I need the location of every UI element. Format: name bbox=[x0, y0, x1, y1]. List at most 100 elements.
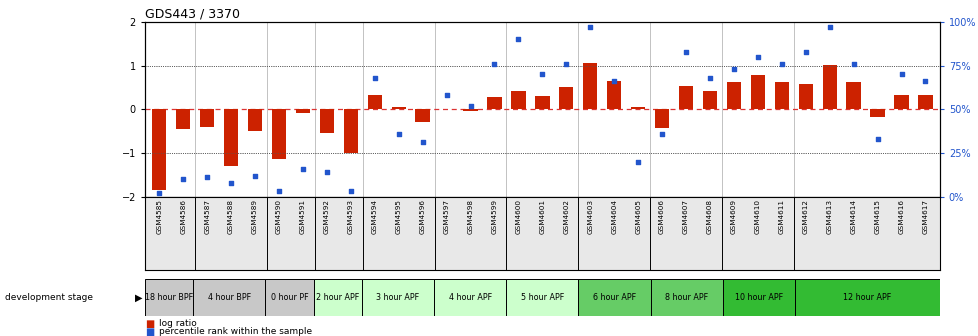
Point bbox=[319, 169, 334, 175]
Point bbox=[653, 131, 669, 136]
Text: 18 hour BPF: 18 hour BPF bbox=[145, 293, 193, 302]
Text: GDS443 / 3370: GDS443 / 3370 bbox=[145, 8, 240, 21]
Text: GSM4605: GSM4605 bbox=[635, 199, 641, 234]
Bar bbox=[433, 279, 506, 316]
Point bbox=[630, 159, 645, 164]
Text: GSM4611: GSM4611 bbox=[778, 199, 784, 234]
Text: GSM4589: GSM4589 bbox=[251, 199, 258, 234]
Text: GSM4590: GSM4590 bbox=[276, 199, 282, 234]
Text: GSM4607: GSM4607 bbox=[683, 199, 689, 234]
Bar bbox=[846, 82, 860, 109]
Text: GSM4595: GSM4595 bbox=[395, 199, 401, 234]
Bar bbox=[723, 279, 794, 316]
Point bbox=[463, 103, 478, 109]
Bar bbox=[702, 91, 717, 109]
Text: GSM4613: GSM4613 bbox=[825, 199, 832, 234]
Bar bbox=[650, 279, 723, 316]
Point bbox=[294, 166, 310, 171]
Point bbox=[247, 173, 263, 178]
Text: ▶: ▶ bbox=[135, 292, 143, 302]
Point bbox=[152, 191, 167, 196]
Text: GSM4606: GSM4606 bbox=[658, 199, 664, 234]
Point bbox=[726, 66, 741, 72]
Text: 0 hour PF: 0 hour PF bbox=[270, 293, 308, 302]
Bar bbox=[145, 279, 193, 316]
Point bbox=[415, 140, 430, 145]
Bar bbox=[794, 279, 939, 316]
Text: 3 hour APF: 3 hour APF bbox=[376, 293, 419, 302]
Text: ■: ■ bbox=[145, 319, 154, 329]
Text: 6 hour APF: 6 hour APF bbox=[593, 293, 636, 302]
Text: GSM4609: GSM4609 bbox=[731, 199, 736, 234]
Bar bbox=[391, 108, 406, 109]
Text: GSM4616: GSM4616 bbox=[898, 199, 904, 234]
Bar bbox=[506, 279, 578, 316]
Text: log ratio: log ratio bbox=[158, 320, 197, 328]
Point bbox=[223, 180, 239, 185]
Text: GSM4588: GSM4588 bbox=[228, 199, 234, 234]
Bar bbox=[367, 95, 381, 109]
Bar bbox=[774, 82, 788, 109]
Point bbox=[821, 25, 836, 30]
Text: 8 hour APF: 8 hour APF bbox=[665, 293, 708, 302]
Text: GSM4593: GSM4593 bbox=[347, 199, 353, 234]
Point bbox=[342, 188, 358, 194]
Text: development stage: development stage bbox=[5, 293, 93, 302]
Bar bbox=[654, 109, 669, 128]
Point bbox=[701, 75, 717, 80]
Bar bbox=[869, 109, 884, 117]
Bar bbox=[152, 109, 166, 190]
Bar bbox=[798, 84, 812, 109]
Text: 4 hour APF: 4 hour APF bbox=[448, 293, 491, 302]
Bar bbox=[606, 81, 621, 109]
Text: percentile rank within the sample: percentile rank within the sample bbox=[158, 327, 311, 336]
Text: 5 hour APF: 5 hour APF bbox=[520, 293, 563, 302]
Point bbox=[797, 49, 813, 54]
Text: 10 hour APF: 10 hour APF bbox=[734, 293, 782, 302]
Point bbox=[438, 92, 454, 98]
Text: 2 hour APF: 2 hour APF bbox=[316, 293, 359, 302]
Point bbox=[845, 61, 861, 67]
Bar bbox=[200, 109, 214, 127]
Point bbox=[678, 49, 693, 54]
Text: GSM4610: GSM4610 bbox=[754, 199, 760, 234]
Point bbox=[774, 61, 789, 67]
Bar bbox=[822, 65, 836, 109]
Text: GSM4591: GSM4591 bbox=[299, 199, 305, 234]
Text: GSM4594: GSM4594 bbox=[372, 199, 378, 234]
Text: GSM4586: GSM4586 bbox=[180, 199, 186, 234]
Bar bbox=[415, 109, 429, 122]
Bar bbox=[463, 109, 477, 111]
Text: GSM4601: GSM4601 bbox=[539, 199, 545, 234]
Bar bbox=[224, 109, 238, 166]
Point bbox=[557, 61, 573, 67]
Text: GSM4592: GSM4592 bbox=[324, 199, 330, 234]
Bar bbox=[630, 108, 645, 109]
Text: ■: ■ bbox=[145, 327, 154, 336]
Point bbox=[175, 176, 191, 182]
Bar bbox=[535, 96, 549, 109]
Point bbox=[749, 54, 765, 59]
Text: GSM4587: GSM4587 bbox=[204, 199, 210, 234]
Text: GSM4603: GSM4603 bbox=[587, 199, 593, 234]
Bar bbox=[487, 97, 501, 109]
Point bbox=[200, 175, 215, 180]
Point bbox=[534, 72, 550, 77]
Bar bbox=[320, 109, 333, 133]
Text: GSM4600: GSM4600 bbox=[514, 199, 521, 234]
Bar bbox=[726, 82, 740, 109]
Bar bbox=[894, 95, 908, 109]
Bar bbox=[678, 86, 692, 109]
Point bbox=[893, 72, 909, 77]
Bar bbox=[750, 75, 764, 109]
Point bbox=[605, 79, 621, 84]
Text: GSM4596: GSM4596 bbox=[420, 199, 425, 234]
Bar bbox=[265, 279, 313, 316]
Text: GSM4615: GSM4615 bbox=[873, 199, 879, 234]
Bar bbox=[361, 279, 433, 316]
Bar bbox=[343, 109, 358, 153]
Text: 4 hour BPF: 4 hour BPF bbox=[207, 293, 250, 302]
Point bbox=[271, 188, 287, 194]
Point bbox=[367, 75, 382, 80]
Bar bbox=[247, 109, 262, 131]
